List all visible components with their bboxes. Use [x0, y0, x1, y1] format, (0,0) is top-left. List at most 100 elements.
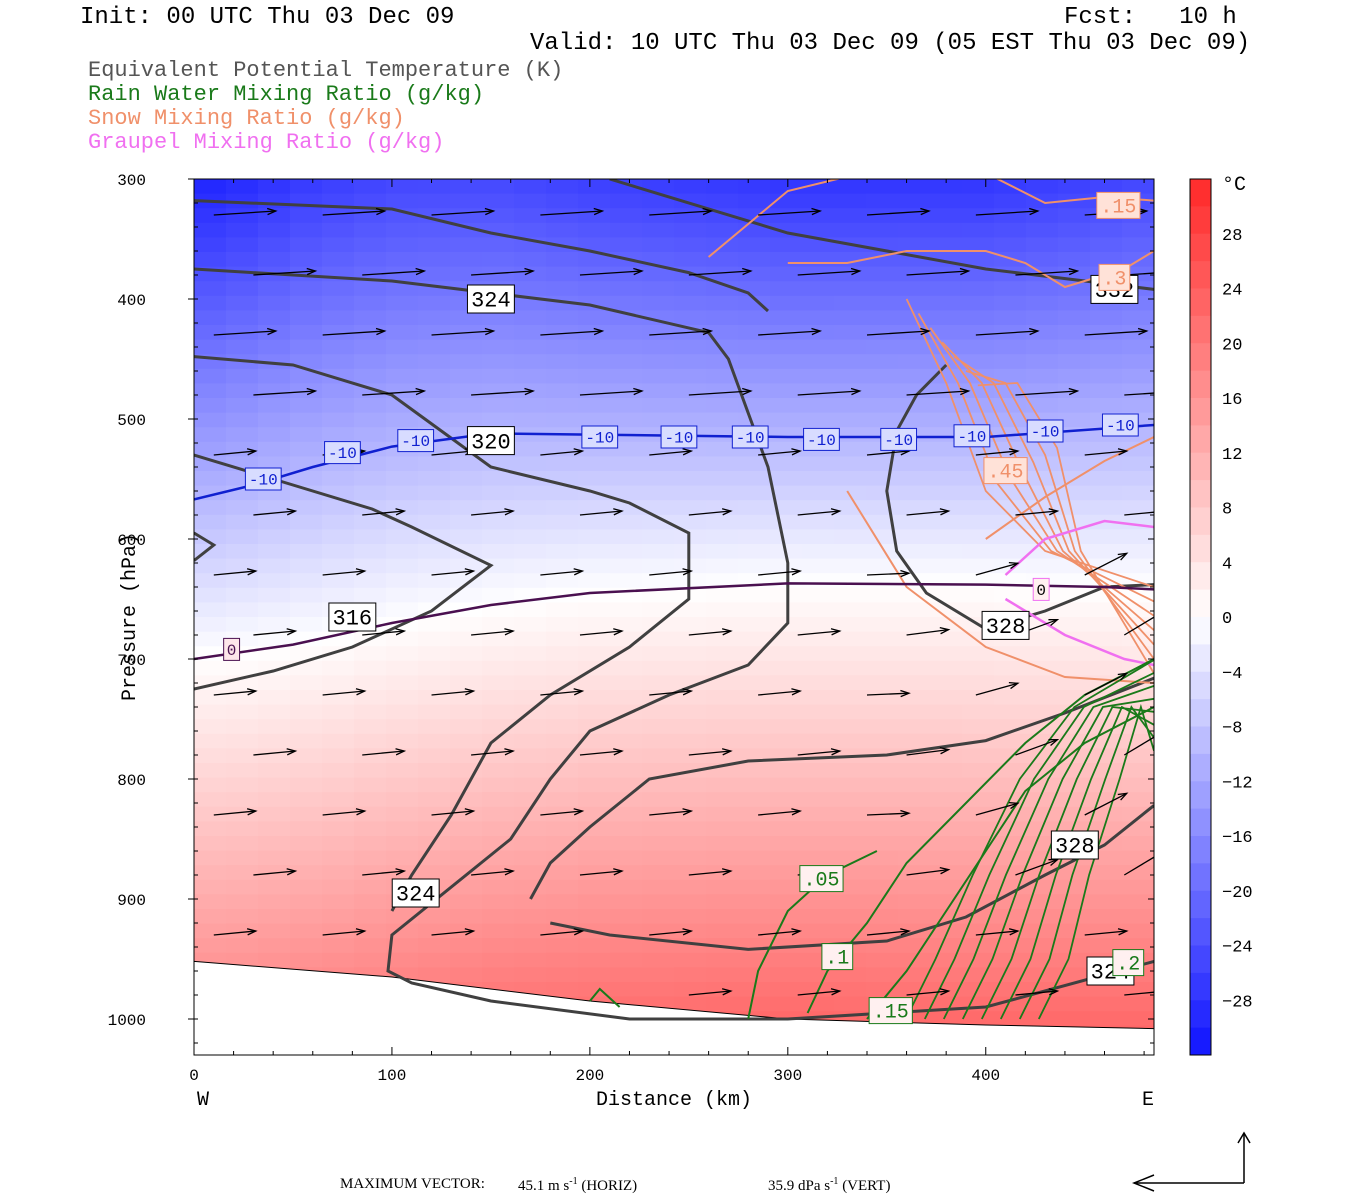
temperature-cell: [610, 208, 643, 224]
temperature-cell: [994, 222, 1027, 238]
temperature-cell: [514, 777, 547, 793]
temperature-cell: [834, 909, 867, 925]
temperature-cell: [258, 514, 291, 530]
temperature-cell: [1058, 602, 1091, 618]
temperature-cell: [354, 237, 387, 253]
temperature-cell: [738, 850, 771, 866]
temperature-cell: [226, 383, 259, 399]
wind-vector-head: [266, 327, 278, 336]
temperature-cell: [226, 909, 259, 925]
temperature-cell: [354, 354, 387, 370]
temperature-cell: [322, 310, 355, 326]
temperature-cell: [450, 310, 483, 326]
temperature-cell: [322, 938, 355, 954]
contour-label-iso: -10: [397, 429, 435, 453]
temperature-cell: [898, 529, 931, 545]
temperature-cell: [386, 222, 419, 238]
temperature-cell: [1058, 573, 1091, 589]
wind-vector: [649, 210, 712, 216]
temperature-cell: [642, 821, 675, 837]
y-tick-label: 700: [117, 652, 146, 670]
temperature-cell: [738, 252, 771, 268]
temperature-cell: [706, 704, 739, 720]
temperature-cell: [226, 602, 259, 618]
temperature-cell: [898, 295, 931, 311]
temperature-cell: [706, 850, 739, 866]
contour-label-box: [1096, 191, 1141, 219]
temperature-cell: [866, 368, 899, 384]
temperature-cell: [226, 733, 259, 749]
temperature-cell: [770, 967, 803, 983]
contour-label-iso: -10: [1101, 413, 1139, 437]
temperature-cell: [258, 894, 291, 910]
temperature-cell: [610, 398, 643, 414]
temperature-cell: [290, 865, 323, 881]
temperature-cell: [290, 792, 323, 808]
temperature-cell: [258, 339, 291, 355]
wind-vector-head: [1048, 619, 1060, 626]
temperature-cell: [482, 646, 515, 662]
temperature-cell: [1026, 310, 1059, 326]
temperature-cell: [546, 617, 579, 633]
temperature-cell: [674, 967, 707, 983]
wind-vector-head: [721, 988, 733, 996]
wind-vector: [322, 210, 385, 216]
temperature-cell: [706, 777, 739, 793]
temperature-cell: [482, 587, 515, 603]
temperature-cell: [1122, 602, 1154, 618]
temperature-cell: [578, 281, 611, 297]
temperature-cell: [418, 952, 451, 968]
contour-label-text: -10: [807, 432, 836, 450]
temperature-cell: [386, 500, 419, 516]
temperature-cell: [866, 967, 899, 983]
colorbar-swatch: [1190, 452, 1211, 481]
contour-label-iso0: 0: [223, 637, 241, 661]
temperature-cell: [706, 587, 739, 603]
temperature-cell: [770, 281, 803, 297]
temperature-cell: [450, 879, 483, 895]
temperature-cell: [578, 704, 611, 720]
temperature-cell: [642, 836, 675, 852]
temperature-cell: [1026, 339, 1059, 355]
temperature-cell: [578, 690, 611, 706]
temperature-cell: [386, 354, 419, 370]
temperature-cell: [962, 500, 995, 516]
temperature-cell: [834, 806, 867, 822]
temperature-cell: [514, 719, 547, 735]
temperature-cell: [898, 544, 931, 560]
temperature-cell: [1026, 237, 1059, 253]
temperature-cell: [354, 646, 387, 662]
temperature-cell: [322, 573, 355, 589]
temperature-cell: [290, 441, 323, 457]
temperature-cell: [898, 938, 931, 954]
temperature-cell: [354, 573, 387, 589]
temperature-cell: [610, 456, 643, 472]
temperature-cell: [642, 719, 675, 735]
temperature-cell: [994, 748, 1027, 764]
temperature-cell: [642, 909, 675, 925]
temperature-cell: [514, 368, 547, 384]
temperature-cell: [866, 733, 899, 749]
temperature-cell: [322, 558, 355, 574]
temperature-cell: [546, 806, 579, 822]
wind-vector: [362, 270, 425, 276]
temperature-cell: [738, 368, 771, 384]
temperature-cell: [866, 471, 899, 487]
temperature-cell: [866, 339, 899, 355]
temperature-cell: [290, 704, 323, 720]
contour-label-theta: 316: [328, 602, 377, 632]
temperature-cell: [1122, 1011, 1154, 1027]
temperature-cell: [770, 836, 803, 852]
vert-unit: (VERT): [838, 1178, 891, 1194]
temperature-cell: [610, 471, 643, 487]
temperature-cell: [642, 325, 675, 341]
wind-vector-head: [1157, 850, 1166, 857]
temperature-cell: [450, 412, 483, 428]
wind-vector-head: [355, 928, 367, 936]
wind-vector: [1123, 736, 1154, 756]
temperature-cell: [450, 179, 483, 195]
temperature-cell: [482, 368, 515, 384]
temperature-cell: [1122, 179, 1154, 195]
temperature-cell: [610, 748, 643, 764]
temperature-cell: [258, 587, 291, 603]
